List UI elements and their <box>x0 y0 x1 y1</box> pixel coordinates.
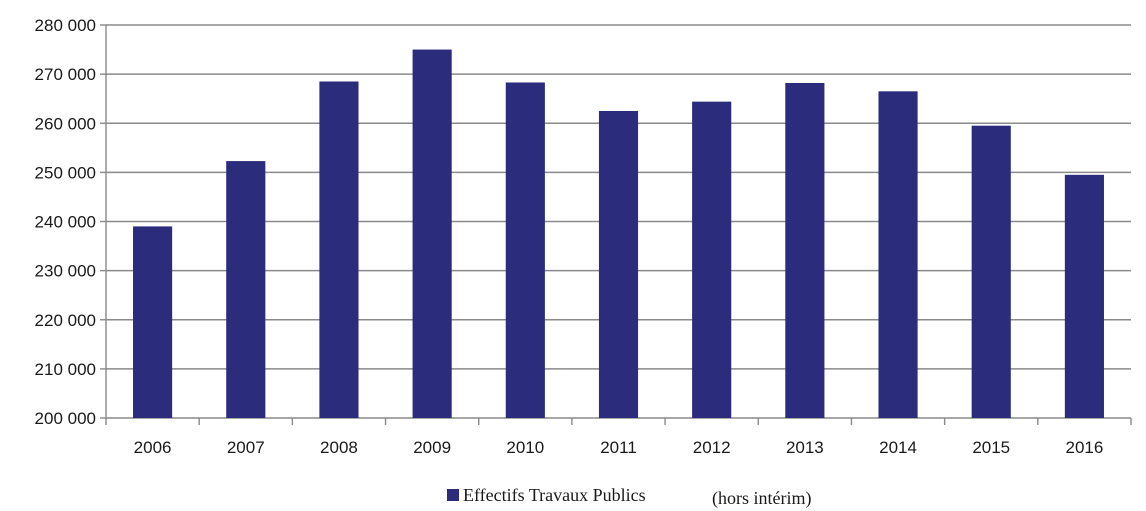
x-tick-label: 2010 <box>506 438 544 457</box>
y-tick-label: 220 000 <box>35 311 96 330</box>
x-tick-label: 2015 <box>972 438 1010 457</box>
legend-suffix: (hors intérim) <box>712 488 811 509</box>
y-tick-label: 250 000 <box>35 163 96 182</box>
bar-2016 <box>1064 174 1104 418</box>
x-axis: 2006 2007 2008 2009 2010 2011 2012 2013 2014 2015… <box>105 418 1132 457</box>
x-tick-label: 2012 <box>693 438 731 457</box>
legend-swatch <box>447 489 459 501</box>
bar-2009 <box>412 49 452 418</box>
x-tick-label: 2016 <box>1065 438 1103 457</box>
bar-2008 <box>319 81 359 419</box>
bar-2006 <box>133 226 173 418</box>
bar-2012 <box>692 101 732 418</box>
y-tick-label: 230 000 <box>35 262 96 281</box>
x-tick-label: 2011 <box>600 438 637 457</box>
bar-2013 <box>785 82 825 418</box>
bar-2010 <box>505 82 545 418</box>
bars <box>133 49 1104 419</box>
y-tick-label: 210 000 <box>35 360 96 379</box>
x-tick-label: 2008 <box>320 438 358 457</box>
legend: Effectifs Travaux Publics (hors intérim) <box>447 485 811 509</box>
bar-2011 <box>598 110 639 418</box>
legend-label: Effectifs Travaux Publics <box>463 485 646 505</box>
y-tick-label: 240 000 <box>35 213 96 232</box>
y-tick-label: 200 000 <box>35 409 96 428</box>
y-tick-label: 280 000 <box>35 16 96 35</box>
bar-2015 <box>971 125 1011 419</box>
x-tick-label: 2014 <box>879 438 917 457</box>
y-axis: 200 000 210 000 220 000 230 000 240 000 250 0… <box>35 16 96 428</box>
x-tick-label: 2006 <box>134 438 172 457</box>
bar-2007 <box>226 161 266 419</box>
x-tick-label: 2009 <box>413 438 451 457</box>
x-tick-label: 2007 <box>227 438 265 457</box>
y-tick-label: 260 000 <box>35 114 96 133</box>
y-tick-label: 270 000 <box>35 65 96 84</box>
x-tick-label: 2013 <box>786 438 824 457</box>
bar-2014 <box>878 91 918 418</box>
